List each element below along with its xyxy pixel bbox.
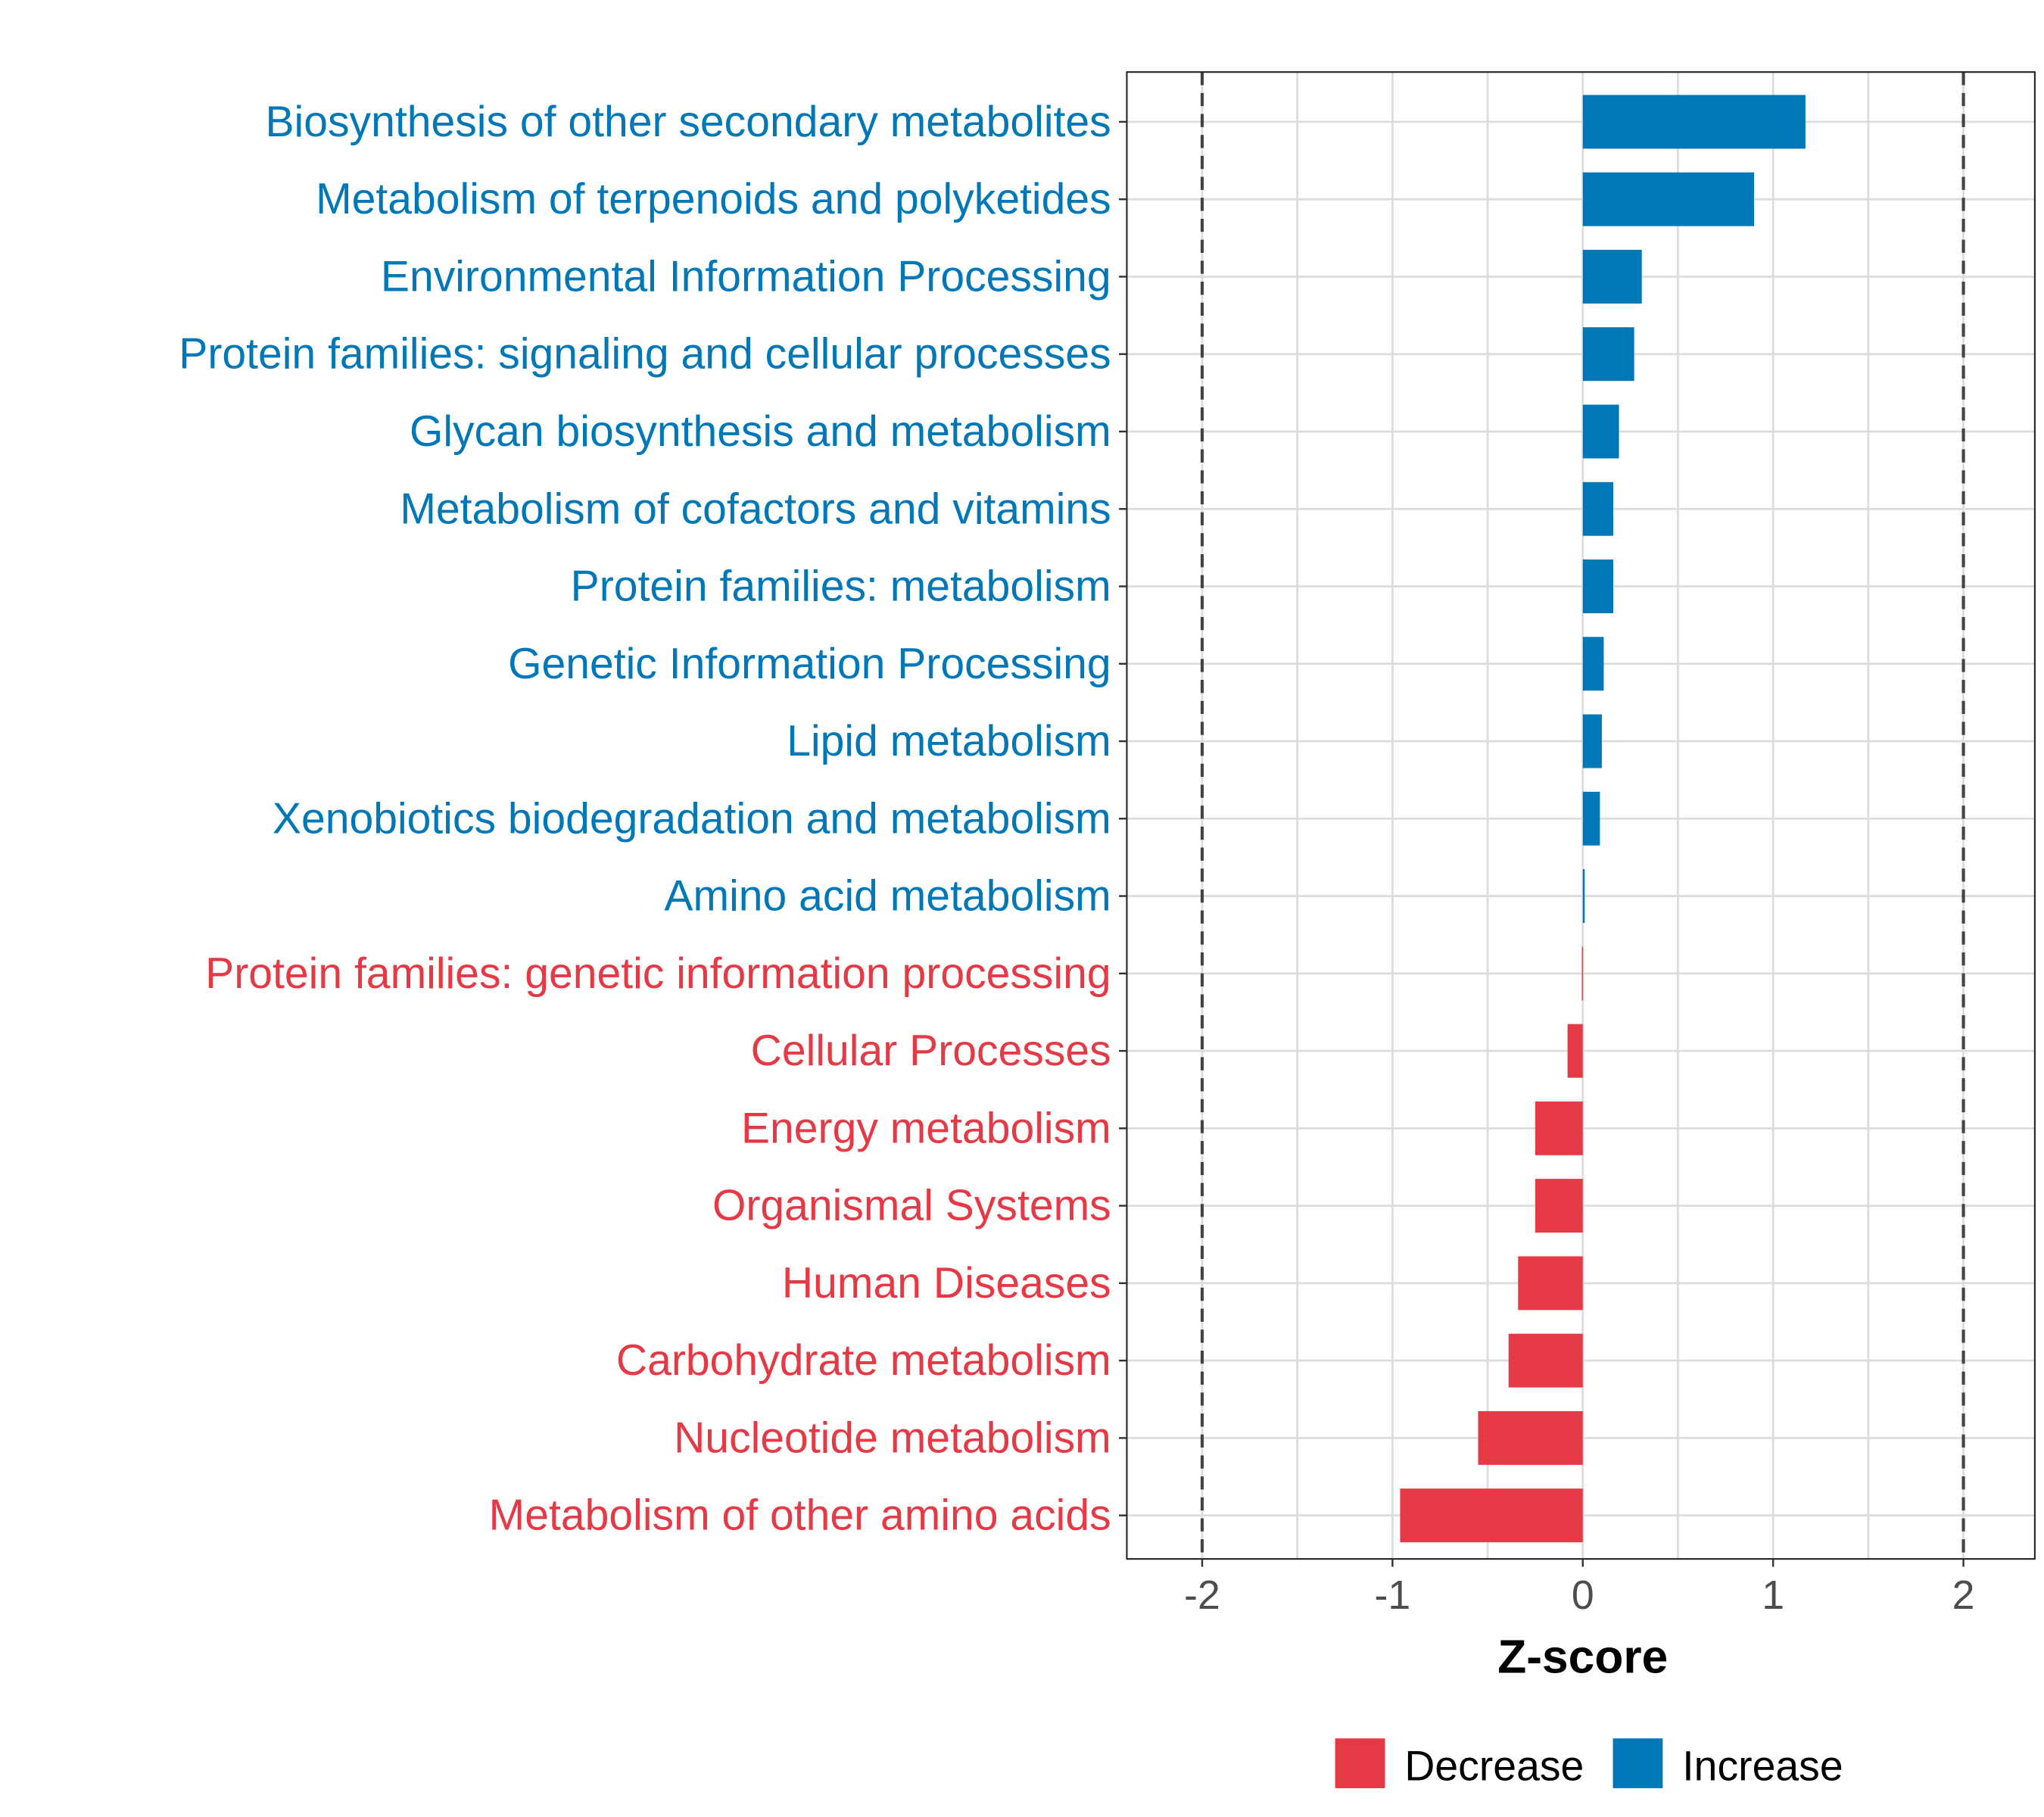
x-tick-label: -2 [1184, 1572, 1220, 1618]
reference-lines [1200, 72, 1965, 1560]
bar [1582, 327, 1634, 382]
y-tick-label: Lipid metabolism [787, 717, 1111, 765]
plot-panel-border [1126, 71, 2036, 1560]
bar [1582, 714, 1602, 768]
bar [1582, 95, 1806, 149]
bar [1518, 1256, 1583, 1311]
y-tick-label: Xenobiotics biodegradation and metabolis… [273, 794, 1111, 843]
y-tick-label: Metabolism of terpenoids and polyketides [316, 175, 1111, 223]
y-tick-label: Glycan biosynthesis and metabolism [410, 407, 1111, 456]
y-tick-label: Cellular Processes [751, 1027, 1111, 1075]
y-tick-label: Biosynthesis of other secondary metaboli… [265, 98, 1111, 146]
x-tick-label: -1 [1375, 1572, 1411, 1618]
bars [1400, 95, 1806, 1543]
y-tick-label: Protein families: genetic information pr… [205, 949, 1111, 998]
bar [1582, 249, 1642, 304]
bar [1508, 1333, 1583, 1388]
bar [1582, 559, 1613, 613]
bar [1582, 869, 1585, 924]
y-tick-label: Carbohydrate metabolism [616, 1336, 1111, 1385]
y-tick-label: Protein families: metabolism [571, 563, 1111, 611]
legend-label-decrease: Decrease [1404, 1743, 1584, 1790]
y-tick-label: Protein families: signaling and cellular… [179, 330, 1111, 379]
legend-swatch-increase [1612, 1738, 1663, 1788]
y-tick-label: Genetic Information Processing [508, 640, 1111, 688]
y-tick-label: Organismal Systems [712, 1182, 1111, 1230]
y-tick-label: Human Diseases [782, 1259, 1111, 1307]
y-tick-label: Metabolism of other amino acids [489, 1491, 1111, 1540]
legend: Decrease Increase [1335, 1738, 1843, 1790]
y-tick-label: Metabolism of cofactors and vitamins [400, 485, 1111, 533]
legend-label-increase: Increase [1682, 1743, 1843, 1790]
bar [1400, 1488, 1583, 1543]
bar [1582, 482, 1613, 536]
y-axis-labels: Biosynthesis of other secondary metaboli… [179, 98, 1127, 1540]
y-tick-label: Environmental Information Processing [381, 252, 1111, 301]
bar [1582, 404, 1619, 459]
bar [1582, 172, 1755, 226]
bar [1567, 1024, 1583, 1078]
bar [1581, 946, 1583, 1001]
x-axis-ticks: -2 -1 0 1 2 [1184, 1559, 1974, 1618]
y-tick-label: Amino acid metabolism [664, 872, 1111, 921]
y-tick-label: Energy metabolism [741, 1104, 1111, 1152]
bar [1582, 791, 1600, 846]
legend-swatch-decrease [1335, 1738, 1385, 1788]
x-tick-label: 2 [1952, 1572, 1975, 1618]
bar [1535, 1101, 1583, 1155]
y-tick-label: Nucleotide metabolism [674, 1413, 1111, 1462]
x-tick-label: 1 [1762, 1572, 1784, 1618]
bar [1478, 1410, 1583, 1465]
bar [1535, 1179, 1583, 1233]
bar [1582, 637, 1604, 691]
x-tick-label: 0 [1572, 1572, 1594, 1618]
x-axis-title: Z-score [1497, 1632, 1668, 1684]
